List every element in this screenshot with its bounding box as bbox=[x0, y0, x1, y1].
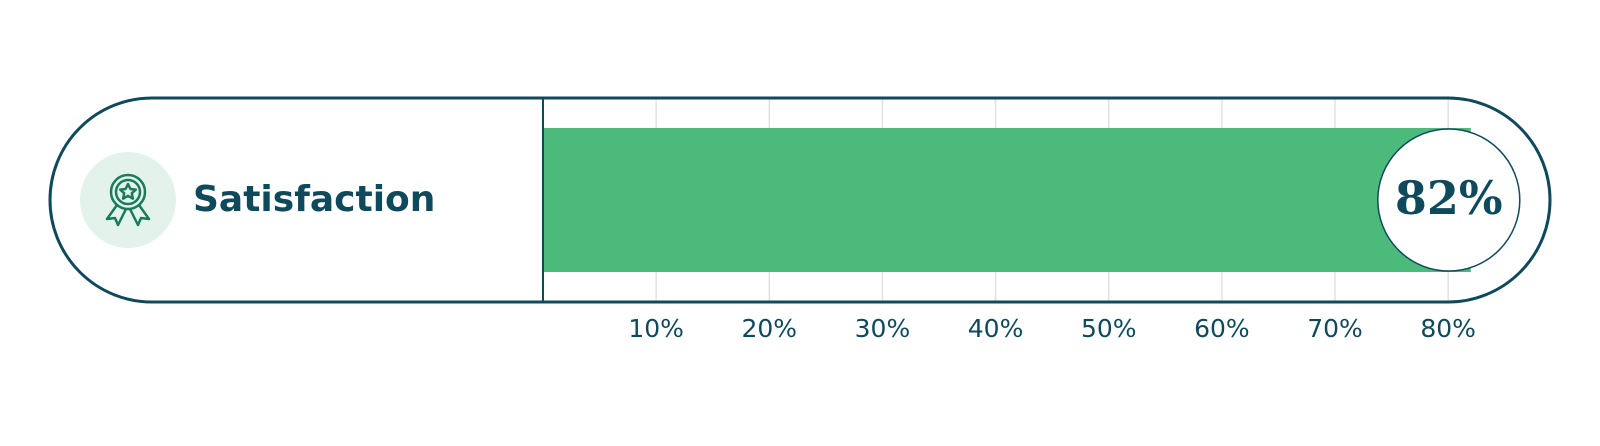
pill-frame bbox=[48, 96, 1552, 304]
value-badge bbox=[1377, 128, 1521, 272]
bars bbox=[543, 128, 1471, 272]
labels: 10% 20% 30% 40% 50% 60% 70% 80% 82% bbox=[628, 128, 1521, 343]
bar bbox=[543, 128, 1471, 272]
x-tick-label: 20% bbox=[742, 314, 798, 343]
x-tick-label: 10% bbox=[628, 314, 684, 343]
value-label: 82% bbox=[1395, 171, 1503, 225]
category-label: Satisfaction bbox=[193, 179, 435, 220]
x-tick-label: 70% bbox=[1307, 314, 1363, 343]
award-icon bbox=[105, 173, 151, 227]
x-tick-label: 40% bbox=[968, 314, 1024, 343]
icon-background bbox=[80, 152, 176, 248]
x-tick-label: 50% bbox=[1081, 314, 1137, 343]
x-tick-label: 80% bbox=[1420, 314, 1476, 343]
x-tick-label: 30% bbox=[855, 314, 911, 343]
x-tick-label: 60% bbox=[1194, 314, 1250, 343]
